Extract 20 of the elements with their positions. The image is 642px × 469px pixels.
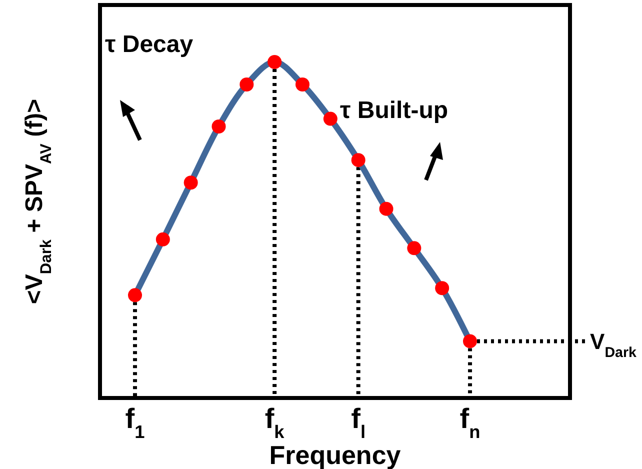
- point: [379, 202, 394, 216]
- point: [128, 288, 142, 302]
- point: [435, 281, 450, 296]
- point: [268, 55, 282, 69]
- x-tick-label: f$_{1}$: [125, 403, 145, 442]
- x-tick-label: f$_{k}$: [264, 403, 286, 442]
- point: [240, 78, 254, 92]
- x-tick-label: f$_{l}$: [351, 403, 366, 442]
- point: [463, 334, 477, 348]
- point: [351, 153, 366, 168]
- point: [156, 232, 170, 246]
- point: [296, 78, 310, 92]
- point: [323, 112, 338, 126]
- ref-line-label: V$_{Dark}$: [590, 329, 637, 362]
- annotation: τ Built-up: [340, 97, 448, 124]
- point: [184, 176, 198, 190]
- point: [407, 241, 422, 256]
- point: [212, 120, 226, 134]
- text: τ Decay: [105, 31, 194, 58]
- x-tick-label: f$_{n}$: [460, 403, 480, 442]
